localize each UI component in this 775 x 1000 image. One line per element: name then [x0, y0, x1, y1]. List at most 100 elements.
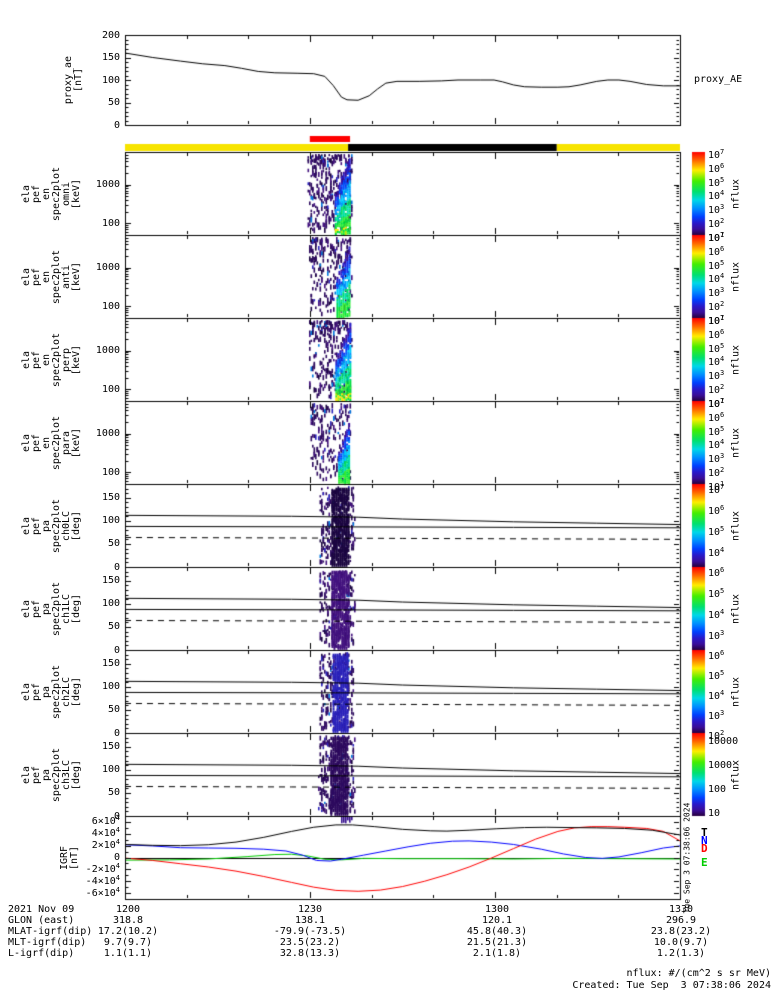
y-tick-label: 100 [101, 598, 120, 610]
panel-ylabel-proxy_ae: proxy_ae [nT] [63, 55, 84, 105]
date-label: 2021 Nov 09 [8, 904, 75, 915]
colorbar-label: 106 [708, 244, 725, 258]
colorbar-label: 105 [708, 341, 725, 355]
y-tick-label: 150 [101, 658, 120, 670]
colorbar-unit-label: nflux [730, 344, 742, 375]
bottom-row-value: -79.9(-73.5) [273, 926, 347, 937]
colorbar-label: 107 [708, 397, 725, 410]
colorbar-label: 101 [708, 313, 725, 327]
colorbar-label: 103 [708, 203, 725, 217]
colorbar-label: 103 [708, 629, 725, 642]
y-tick-label: 150 [101, 52, 120, 63]
y-tick-label: 100 [101, 300, 120, 312]
panel-ylabel-pa_ch1LC: ela pef pa spec2plot ch1LC [deg] [21, 581, 82, 636]
colorbar-label: 105 [708, 175, 725, 189]
bottom-row-value: 10.0(9.7) [653, 937, 709, 948]
proxy-ae-right-label: proxy_AE [694, 74, 743, 85]
colorbar-label: 106 [708, 566, 725, 579]
panel-ylabel-en_anti: ela pef en spec2plot anti [keV] [21, 249, 82, 304]
bottom-row-value: 318.8 [112, 915, 144, 926]
colorbar-label: 10000 [708, 736, 739, 747]
colorbar-label: 101 [708, 396, 725, 410]
bottom-row-label: GLON (east) [8, 915, 75, 926]
colorbar-label: 104 [708, 546, 725, 559]
panel-ylabel-pa_ch3LC: ela pef pa spec2plot ch3LC [deg] [21, 747, 82, 802]
colorbar-label: 104 [708, 438, 725, 452]
colorbar-unit-label: nflux [730, 676, 742, 707]
y-tick-label: 100 [101, 681, 120, 693]
colorbar-label: 104 [708, 189, 725, 203]
y-tick-label: 4×104 [91, 826, 120, 840]
y-tick-label: 1000 [95, 345, 120, 357]
colorbar-label: 104 [708, 355, 725, 369]
y-tick-label: 1000 [95, 428, 120, 440]
y-tick-label: 2×104 [91, 838, 120, 852]
bottom-row-value: 23.5(23.2) [279, 937, 341, 948]
y-tick-label: 100 [101, 466, 120, 478]
bottom-row-value: 2.1(1.8) [472, 948, 522, 959]
colorbar-unit-label: nflux [730, 178, 742, 209]
y-tick-label: 0 [113, 561, 120, 573]
colorbar-label: 103 [708, 286, 725, 300]
y-tick-label: 100 [101, 383, 120, 395]
colorbar-label: 100 [708, 784, 727, 795]
colorbar-label: 104 [708, 608, 725, 621]
igrf-legend-E: E [701, 856, 708, 869]
colorbar-label: 105 [708, 258, 725, 272]
y-tick-label: 0 [113, 644, 120, 656]
bottom-row-value: 1.1(1.1) [103, 948, 153, 959]
y-tick-label: 1000 [95, 262, 120, 274]
panel-ylabel-pa_ch2LC: ela pef pa spec2plot ch2LC [deg] [21, 664, 82, 719]
bottom-row-label: MLT-igrf(dip) [8, 937, 87, 948]
panel-ylabel-en_para: ela pef en spec2plot para [keV] [21, 415, 82, 470]
igrf-legend-D: D [701, 842, 708, 855]
colorbar-label: 106 [708, 327, 725, 341]
colorbar-label: 106 [708, 504, 725, 517]
colorbar-unit-label: nflux [730, 261, 742, 292]
x-tick-label: 1330 [668, 904, 694, 915]
panel-ylabel-en_omni: ela pef en spec2plot omni [keV] [21, 166, 82, 221]
panel-ylabel-igrf: IGRF [nT] [59, 845, 80, 870]
panel-ylabel-en_perp: ela pef en spec2plot perp [keV] [21, 332, 82, 387]
colorbar-label: 106 [708, 410, 725, 424]
y-tick-label: 200 [101, 29, 120, 41]
igrf-legend-N: N [701, 834, 708, 847]
y-tick-label: 150 [101, 575, 120, 587]
y-tick-label: 50 [107, 621, 120, 633]
colorbar-label: 106 [708, 649, 725, 662]
colorbar-label: 105 [708, 424, 725, 438]
colorbar-label: 105 [708, 669, 725, 682]
created-side-label: Tue Sep 3 07:38:06 2024 [682, 802, 692, 914]
bottom-row-value: 9.7(9.7) [103, 937, 153, 948]
y-tick-label: 150 [101, 741, 120, 753]
colorbar-label: 107 [708, 483, 725, 496]
colorbar-label: 107 [708, 231, 725, 244]
colorbar-label: 105 [708, 587, 725, 600]
y-tick-label: 0 [113, 727, 120, 739]
flux-units-label: nflux: #/(cm^2 s sr MeV) [626, 968, 772, 979]
x-tick-label: 1230 [297, 904, 323, 915]
colorbar-unit-label: nflux [730, 427, 742, 458]
bottom-row-value: 23.8(23.2) [650, 926, 712, 937]
created-label: Created: Tue Sep 3 07:38:06 2024 [572, 980, 771, 991]
x-tick-label: 1300 [484, 904, 510, 915]
bottom-row-value: 138.1 [294, 915, 326, 926]
colorbar-label: 102 [708, 300, 725, 313]
y-tick-label: 50 [107, 704, 120, 716]
y-tick-label: 6×104 [91, 814, 120, 828]
colorbar-label: 106 [708, 161, 725, 175]
bottom-row-value: 296.9 [665, 915, 697, 926]
x-tick-label: 1200 [115, 904, 141, 915]
bottom-row-value: 32.8(13.3) [279, 948, 341, 959]
bottom-row-value: 45.8(40.3) [466, 926, 528, 937]
y-tick-label: 100 [101, 764, 120, 776]
y-tick-label: 0 [113, 119, 120, 131]
bottom-row-value: 120.1 [481, 915, 513, 926]
colorbar-label: 107 [708, 148, 725, 161]
colorbar-label: 101 [708, 479, 725, 493]
colorbar-unit-label: nflux [730, 593, 742, 624]
y-tick-label: -2×104 [85, 861, 120, 875]
bottom-row-label: L-igrf(dip) [8, 948, 75, 959]
